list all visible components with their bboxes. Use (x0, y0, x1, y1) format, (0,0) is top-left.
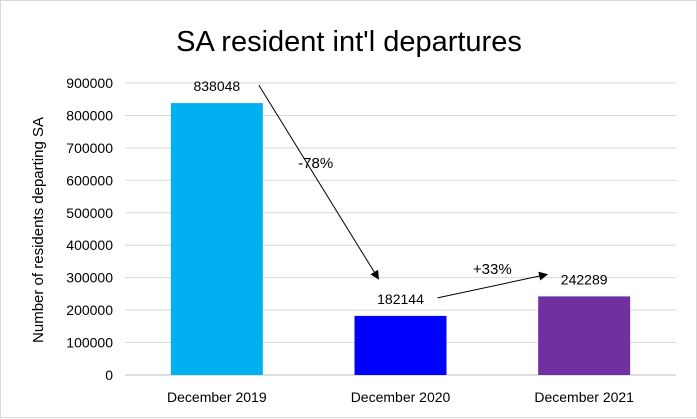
y-tick-label: 200000 (66, 302, 113, 318)
data-labels: 838048 182144 242289 (193, 78, 607, 307)
change-arrow-2 (437, 271, 549, 299)
y-tick-label: 300000 (66, 270, 113, 286)
x-category-label: December 2019 (167, 389, 267, 405)
annotations: -78% +33% (258, 84, 549, 299)
change-percentage-label: +33% (473, 261, 512, 278)
bar-december-2019 (170, 103, 263, 376)
data-label: 838048 (193, 78, 240, 94)
data-label: 182144 (377, 291, 424, 307)
x-category-label: December 2020 (351, 389, 451, 405)
y-axis-label: Number of residents departing SA (30, 117, 47, 343)
bar-december-2020 (354, 315, 447, 375)
y-tick-label: 100000 (66, 335, 113, 351)
x-category-label: December 2021 (534, 389, 634, 405)
y-tick-label: 700000 (66, 140, 113, 156)
y-axis-ticks: 0 100000 200000 300000 400000 500000 600000 700… (66, 75, 113, 383)
change-percentage-label: -78% (298, 155, 333, 172)
chart-title: SA resident int'l departures (176, 26, 522, 58)
y-tick-label: 800000 (66, 107, 113, 123)
change-arrow-1 (258, 84, 379, 280)
y-tick-label: 0 (105, 367, 113, 383)
bars (170, 103, 631, 376)
x-axis-categories: December 2019 December 2020 December 2021 (167, 389, 634, 405)
y-tick-label: 900000 (66, 75, 113, 91)
bar-december-2021 (538, 296, 631, 375)
y-tick-label: 500000 (66, 205, 113, 221)
y-tick-label: 600000 (66, 172, 113, 188)
data-label: 242289 (561, 271, 608, 287)
y-tick-label: 400000 (66, 237, 113, 253)
